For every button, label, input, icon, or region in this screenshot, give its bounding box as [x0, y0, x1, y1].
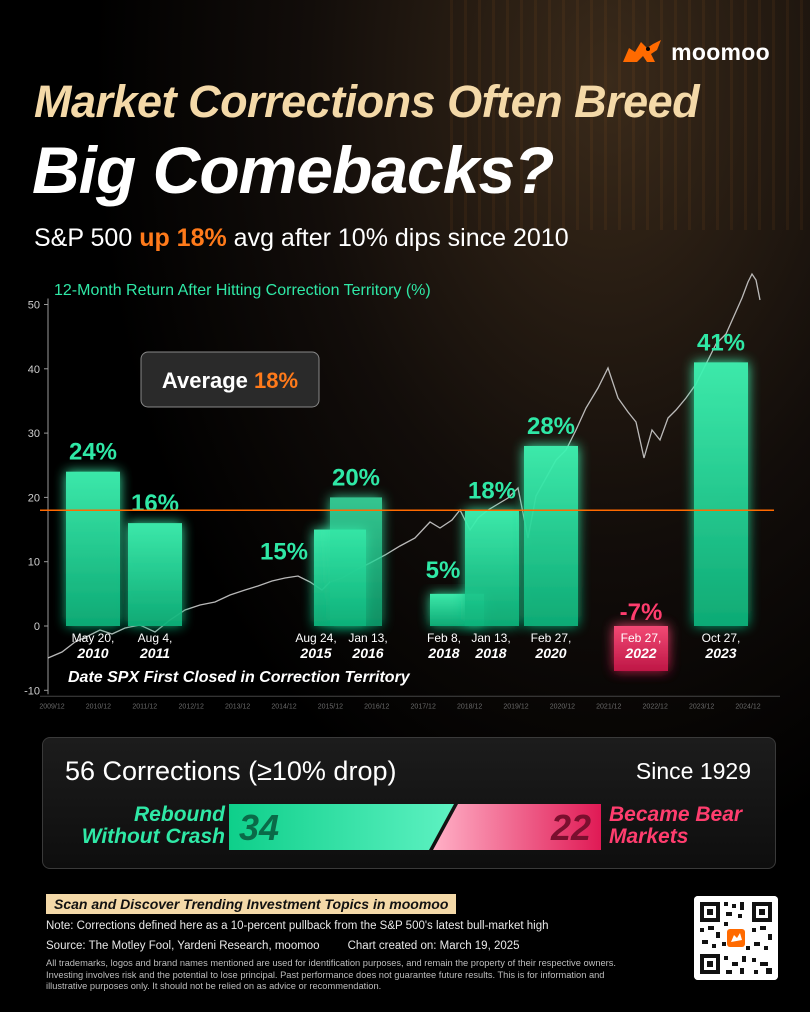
bar-year-label: 2022 — [624, 645, 656, 661]
bar-2016-3 — [330, 497, 382, 626]
bar-date-label: Jan 13, — [348, 631, 387, 645]
title-line-1: Market Corrections Often Breed — [34, 76, 700, 127]
x-tick-label: 2024/12 — [735, 703, 760, 710]
bar-year-label: 2011 — [139, 645, 170, 661]
x-tick-label: 2015/12 — [318, 703, 343, 710]
bear-count: 22 — [550, 807, 591, 848]
bar-value-label: 28% — [527, 413, 575, 440]
x-tick-label: 2022/12 — [643, 703, 668, 710]
source-line: Source: The Motley Fool, Yardeni Researc… — [46, 940, 548, 952]
bar-date-label: Aug 4, — [138, 631, 173, 645]
bar-date-label: Feb 8, — [427, 631, 461, 645]
chart-x-axis-label: Date SPX First Closed in Correction Terr… — [68, 669, 411, 686]
bear-label: Became Bear Markets — [609, 804, 742, 848]
y-tick-label: 50 — [28, 300, 40, 312]
rebound-label: Rebound Without Crash — [55, 804, 225, 848]
y-tick-label: 0 — [34, 621, 40, 633]
bar-2023-8 — [694, 362, 748, 626]
bar-year-label: 2023 — [704, 645, 736, 661]
rebound-label-line2: Without Crash — [81, 825, 225, 848]
title-line-2: Big Comebacks? — [32, 133, 554, 207]
bar-2010-0 — [66, 471, 120, 626]
x-tick-label: 2014/12 — [271, 703, 296, 710]
y-tick-label: -10 — [24, 685, 40, 697]
bar-2020-6 — [524, 445, 578, 626]
y-tick-label: 30 — [28, 428, 40, 440]
bar-value-label: 24% — [69, 439, 117, 466]
bear-segment — [433, 804, 601, 850]
subtitle-highlight: up 18% — [139, 224, 227, 252]
brand-logo: moomoo — [621, 38, 770, 66]
subtitle: S&P 500 up 18% avg after 10% dips since … — [34, 224, 569, 253]
y-tick-label: 10 — [28, 557, 40, 569]
y-tick-label: 20 — [28, 492, 40, 504]
subtitle-post: avg after 10% dips since 2010 — [226, 224, 569, 252]
y-tick-label: 40 — [28, 364, 40, 376]
rebound-count: 34 — [239, 807, 279, 848]
bar-year-label: 2010 — [76, 645, 108, 661]
rebound-label-line1: Rebound — [134, 803, 225, 826]
bar-value-label: -7% — [620, 599, 663, 626]
returns-chart: -10 0 10 20 30 40 50 2009/12 2010/12 2011/12 2012/… — [24, 272, 780, 710]
bar-value-label: 16% — [131, 490, 179, 517]
bar-year-label: 2018 — [474, 645, 506, 661]
x-tick-label: 2016/12 — [364, 703, 389, 710]
x-tick-label: 2021/12 — [596, 703, 621, 710]
subtitle-pre: S&P 500 — [34, 224, 140, 252]
bar-date-label: Oct 27, — [702, 631, 741, 645]
x-tick-label: 2020/12 — [550, 703, 575, 710]
bar-year-label: 2020 — [534, 645, 566, 661]
bar-date-label: Feb 27, — [531, 631, 572, 645]
x-tick-label: 2011/12 — [132, 703, 157, 710]
x-tick-label: 2009/12 — [39, 703, 64, 710]
qr-code-icon[interactable] — [694, 896, 778, 980]
x-tick-label: 2023/12 — [689, 703, 714, 710]
corrections-panel: 56 Corrections (≥10% drop) Since 1929 Re… — [42, 737, 776, 869]
footnote: Note: Corrections defined here as a 10-p… — [46, 920, 549, 932]
background-chart-glow — [450, 0, 810, 230]
bear-label-line1: Became Bear — [609, 803, 743, 826]
bar-date-label: May 20, — [72, 631, 115, 645]
bear-label-line2: Markets — [609, 825, 689, 848]
bar-value-label: 15% — [260, 539, 308, 566]
bar-value-label: 5% — [426, 557, 461, 584]
x-tick-label: 2017/12 — [411, 703, 436, 710]
corrections-since: Since 1929 — [635, 758, 751, 784]
source-text: Source: The Motley Fool, Yardeni Researc… — [46, 940, 320, 952]
average-value: 18% — [254, 368, 298, 393]
rebound-vs-bear-bar: 34 22 — [229, 804, 601, 850]
bar-2022-7 — [614, 626, 668, 672]
corrections-title: 56 Corrections (≥10% drop) — [65, 756, 397, 786]
bar-date-label: Feb 27, — [621, 631, 662, 645]
bar-year-label: 2016 — [351, 645, 383, 661]
footer: Scan and Discover Trending Investment To… — [0, 880, 810, 1012]
created-date: Chart created on: March 19, 2025 — [347, 940, 520, 952]
bar-year-label: 2015 — [299, 645, 331, 661]
chart-title: 12-Month Return After Hitting Correction… — [54, 282, 431, 299]
bull-logo-icon — [623, 40, 662, 62]
x-tick-label: 2012/12 — [179, 703, 204, 710]
bar-value-label: 20% — [332, 464, 380, 491]
bar-value-label: 41% — [697, 329, 745, 356]
x-tick-label: 2013/12 — [225, 703, 250, 710]
x-tick-label: 2010/12 — [86, 703, 111, 710]
average-label: Average — [162, 368, 254, 393]
bar-year-label: 2018 — [427, 645, 459, 661]
bar-value-label: 18% — [468, 477, 516, 504]
disclaimer: All trademarks, logos and brand names me… — [46, 958, 617, 991]
rebound-segment — [229, 804, 454, 850]
bar-date-label: Aug 24, — [295, 631, 336, 645]
bar-date-label: Jan 13, — [471, 631, 510, 645]
average-badge: Average 18% — [140, 351, 320, 408]
bar-2018-5 — [465, 510, 519, 626]
svg-text:Average 18%: Average 18% — [162, 368, 298, 393]
bar-2011-1 — [128, 523, 182, 626]
scan-banner: Scan and Discover Trending Investment To… — [46, 894, 457, 914]
brand-name: moomoo — [671, 38, 770, 65]
x-tick-label: 2019/12 — [503, 703, 528, 710]
x-tick-label: 2018/12 — [457, 703, 482, 710]
